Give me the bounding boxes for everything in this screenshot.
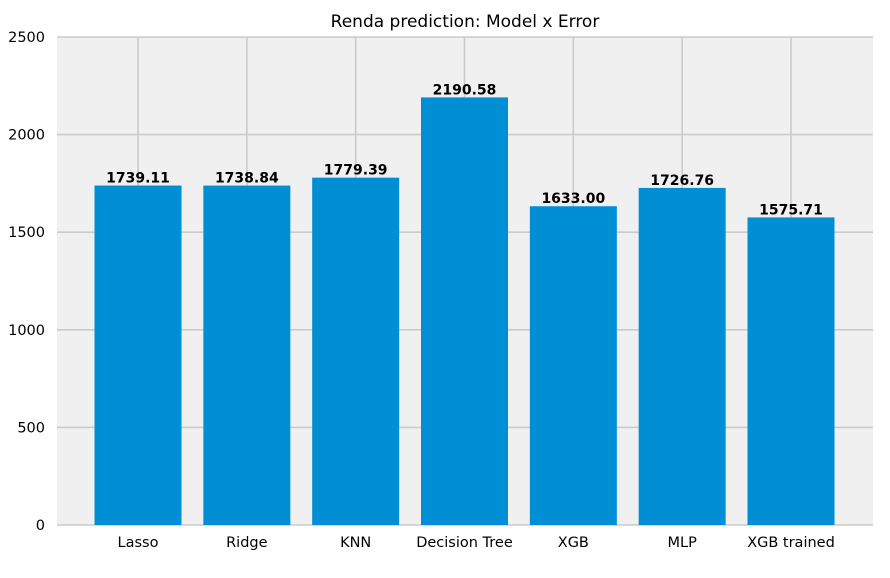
bar: [203, 185, 291, 525]
x-tick-label: XGB trained: [747, 535, 835, 551]
y-tick-label: 2000: [8, 128, 45, 144]
y-tick-label: 2500: [8, 30, 45, 46]
y-tick-label: 500: [17, 420, 45, 436]
value-labels: 1739.11 1738.84 1779.39 2190.58 1633.00 1726.…: [106, 82, 823, 218]
x-tick-label: KNN: [340, 535, 371, 551]
bar: [421, 97, 508, 526]
y-axis-ticks: 0 500 1000 1500 2000 2500: [8, 30, 45, 534]
bar-value-label: 1575.71: [759, 202, 823, 218]
x-axis-ticks: Lasso Ridge KNN Decision Tree XGB MLP XGB trai…: [118, 535, 835, 551]
bar-value-label: 1779.39: [324, 163, 388, 179]
y-tick-label: 0: [36, 518, 45, 534]
bar-value-label: 1633.00: [541, 191, 605, 207]
bar: [529, 206, 617, 525]
y-tick-label: 1500: [8, 225, 45, 241]
x-tick-label: Lasso: [118, 535, 159, 551]
x-tick-label: Decision Tree: [416, 535, 513, 551]
bar: [747, 217, 835, 526]
x-tick-label: MLP: [667, 535, 697, 551]
y-tick-label: 1000: [8, 323, 45, 339]
bar: [312, 177, 400, 525]
bars: [94, 97, 835, 526]
bar-value-label: 2190.58: [433, 82, 497, 98]
bar-value-label: 1739.11: [106, 171, 170, 187]
bar: [94, 185, 182, 525]
chart-title: Renda prediction: Model x Error: [331, 12, 600, 32]
bar: [638, 187, 726, 525]
bar-value-label: 1726.76: [650, 173, 714, 189]
x-tick-label: XGB: [558, 535, 589, 551]
x-tick-label: Ridge: [226, 535, 268, 551]
bar-value-label: 1738.84: [215, 171, 279, 187]
